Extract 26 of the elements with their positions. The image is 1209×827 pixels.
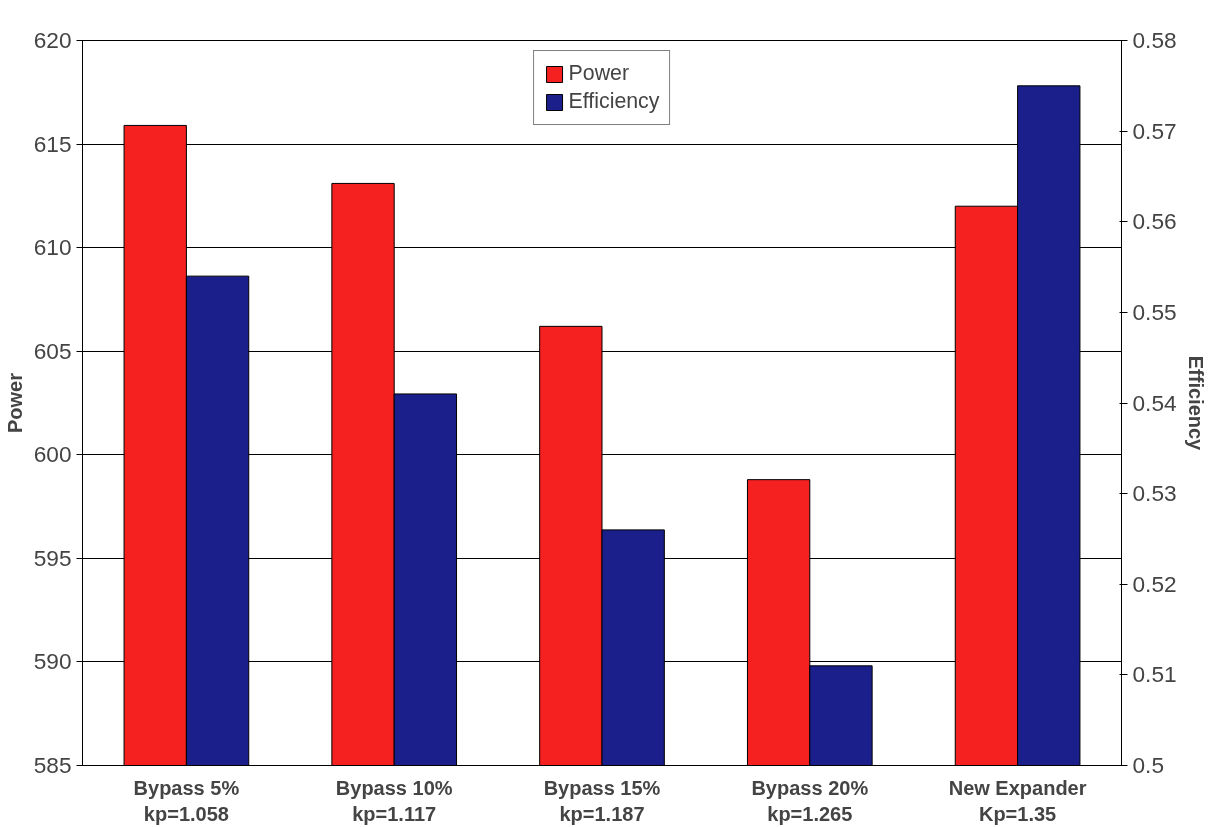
- y-tick-label: 620: [33, 27, 72, 53]
- x-tick-label: Bypass 10% kp=1.117: [335, 776, 453, 825]
- legend-label: Efficiency: [568, 89, 660, 114]
- y2-tick-label: 0.56: [1132, 208, 1177, 235]
- y2-tick-label: 0.53: [1132, 480, 1177, 507]
- y2-tick-label: 0.55: [1132, 298, 1177, 325]
- y-tick-label: 585: [33, 752, 72, 778]
- y2-tick-label: 0.54: [1132, 389, 1177, 416]
- y-tick-label: 600: [33, 441, 72, 468]
- x-tick-label: Bypass 5% kp=1.058: [133, 776, 240, 825]
- y2-tick-label: 0.51: [1132, 661, 1177, 688]
- y2-tick-label: 0.57: [1132, 117, 1177, 144]
- x-tick-label: Bypass 20% kp=1.265: [751, 776, 869, 825]
- y-axis-title: Power: [3, 372, 26, 434]
- y-tick-label: 605: [33, 337, 72, 364]
- y-tick-label: 595: [33, 544, 72, 571]
- x-tick-label: Bypass 15% kp=1.187: [543, 776, 661, 825]
- y2-axis-title: Efficiency: [1184, 355, 1207, 452]
- y-tick-label: 615: [33, 130, 72, 157]
- y-tick-label: 610: [33, 234, 72, 261]
- y2-tick-label: 0.5: [1132, 752, 1164, 778]
- y2-tick-label: 0.58: [1132, 27, 1177, 53]
- legend-label: Power: [568, 61, 630, 86]
- y2-tick-label: 0.52: [1132, 570, 1177, 597]
- y-tick-label: 590: [33, 648, 72, 675]
- x-tick-label: New Expander Kp=1.35: [948, 776, 1087, 825]
